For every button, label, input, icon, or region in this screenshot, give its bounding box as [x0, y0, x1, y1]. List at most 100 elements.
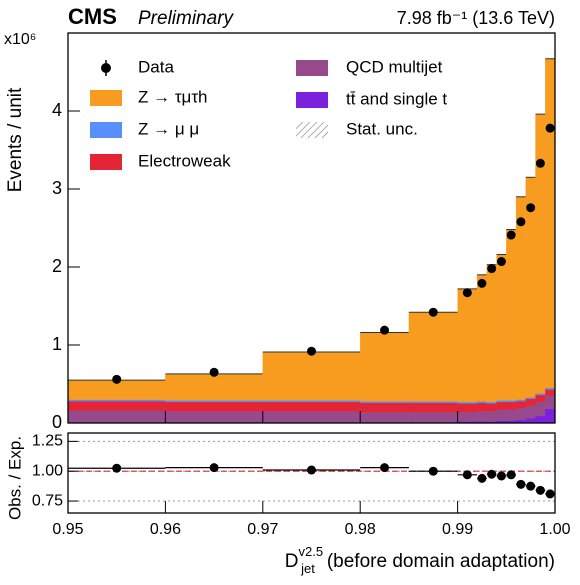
ratio-y-tick-label: 1.00	[32, 462, 63, 479]
ratio-point	[506, 470, 516, 480]
stack-segment	[535, 393, 546, 396]
stack-segment	[535, 401, 546, 417]
stack-segment	[545, 395, 556, 410]
stack-segment	[67, 399, 166, 402]
stack-segment	[506, 229, 517, 401]
legend-label: Data	[138, 57, 174, 76]
stack-segment	[165, 411, 263, 423]
x-label-text: (before domain adaptation)	[327, 551, 555, 572]
multiplier: x10⁶	[4, 31, 36, 48]
stack-segment	[360, 401, 410, 403]
stack-segment	[476, 411, 487, 422]
ratio-point	[535, 485, 545, 495]
status: Preliminary	[138, 8, 235, 29]
stack-segment	[457, 411, 478, 422]
data-point	[112, 374, 122, 384]
stack-segment	[496, 400, 507, 403]
stack-segment	[525, 397, 536, 399]
stack-segment	[506, 409, 517, 421]
data-point	[307, 346, 316, 356]
stack-segment	[545, 58, 556, 389]
stack-segment	[262, 401, 361, 412]
stack-segment	[360, 402, 410, 413]
stack-segment	[360, 332, 410, 402]
stack-segment	[486, 401, 497, 404]
x-tick-label: 0.98	[345, 521, 376, 538]
stack-segment	[515, 399, 526, 402]
stack-segment	[506, 401, 517, 410]
legend-label: Z → μ μ	[138, 119, 199, 138]
stack-segment	[408, 411, 458, 423]
legend-swatch	[90, 154, 122, 170]
x-tick-label: 0.97	[247, 521, 278, 538]
x-tick-label: 0.95	[52, 521, 83, 538]
ratio-point	[545, 489, 555, 499]
data-point	[516, 217, 526, 227]
ratio-point	[462, 470, 472, 480]
x-label-symbol: D	[285, 551, 299, 572]
stack-segment	[457, 401, 478, 404]
ratio-point	[380, 463, 390, 473]
y-tick-label: 3	[52, 178, 62, 198]
ratio-y-label: Obs. / Exp.	[5, 436, 24, 520]
x-tick-label: 1.00	[539, 521, 570, 538]
legend-swatch	[90, 90, 122, 106]
data-point	[462, 288, 472, 298]
ratio-y-tick-label: 0.75	[32, 492, 63, 509]
stack-segment	[515, 408, 526, 421]
legend-label: Electroweak	[138, 151, 231, 170]
x-tick-label: 0.96	[150, 521, 181, 538]
stack-segment	[262, 411, 361, 423]
y-label: Events / unit	[5, 87, 26, 192]
legend-swatch	[296, 60, 328, 76]
stack-segment	[525, 398, 536, 406]
data-point	[487, 264, 497, 274]
stack-segment	[515, 401, 526, 409]
data-point	[209, 367, 219, 377]
data-point	[477, 278, 487, 288]
stack-segment	[262, 400, 361, 403]
stack-segment	[165, 400, 263, 403]
data-point	[545, 123, 555, 133]
stack-segment	[496, 401, 507, 410]
ratio-y-tick-label: 1.25	[32, 433, 63, 450]
stack-segment	[506, 400, 517, 403]
x-label: Dv2.5 jet (before domain adaptation)	[285, 544, 555, 576]
stack-segment	[545, 389, 556, 396]
y-tick-label: 2	[52, 256, 62, 276]
stack-segment	[535, 415, 546, 424]
data-point	[506, 230, 516, 240]
x-label-sub: jet	[300, 561, 315, 576]
stack-segment	[476, 401, 487, 403]
legend-label: tt̄ and single t	[346, 89, 447, 108]
stack-segment	[496, 409, 507, 421]
stack-segment	[476, 402, 487, 412]
y-tick-label: 4	[52, 100, 62, 120]
stack-segment	[457, 288, 478, 403]
ratio-point	[428, 466, 438, 476]
ratio-point	[526, 481, 536, 491]
stack-segment	[486, 403, 497, 412]
stack-segment	[262, 351, 361, 401]
data-point	[535, 158, 545, 168]
stack-segment	[545, 408, 556, 424]
stack-segment	[67, 410, 166, 423]
stack-segment	[535, 113, 546, 394]
stack-segment	[496, 254, 507, 401]
stack-segment	[408, 401, 458, 403]
ratio-point	[496, 471, 506, 481]
legend-swatch	[296, 92, 328, 108]
ratio-point	[487, 469, 497, 479]
stack-segment	[545, 387, 556, 390]
legend-data-marker	[101, 63, 111, 73]
ratio-frame	[67, 432, 556, 514]
lumi: 7.98 fb⁻¹ (13.6 TeV)	[397, 8, 555, 28]
stack-segment	[67, 401, 166, 411]
ratio-point	[516, 479, 526, 489]
data-point	[496, 257, 506, 267]
stack-segment	[165, 373, 263, 401]
stack-segment	[525, 418, 536, 424]
ratio-point	[307, 465, 316, 475]
ratio-point	[209, 463, 219, 473]
